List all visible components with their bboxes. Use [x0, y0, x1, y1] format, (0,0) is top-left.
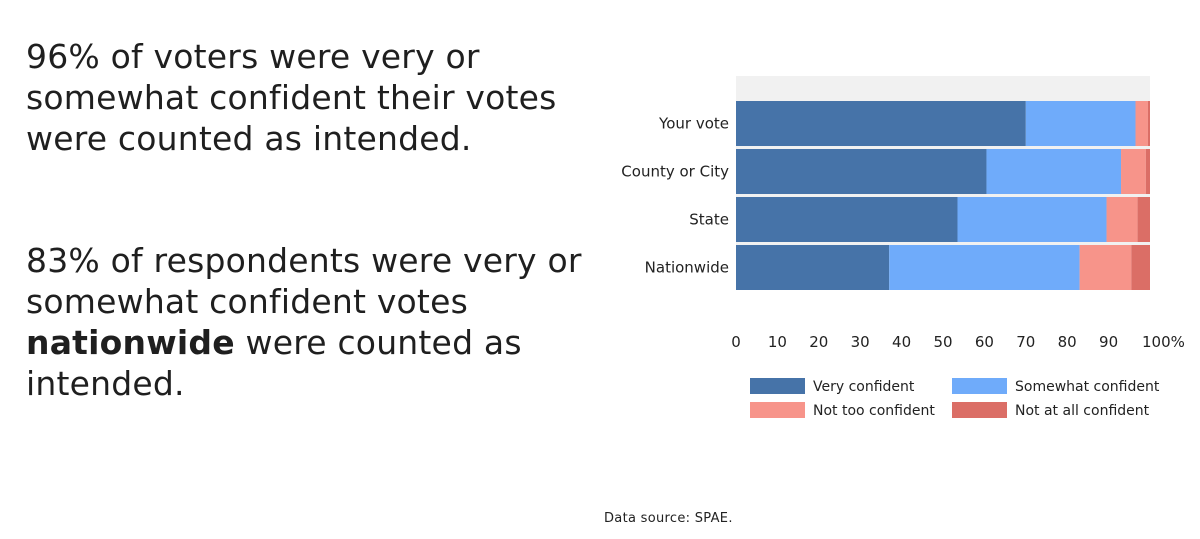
- bar-nationwide-not-at-all-confident: [1131, 245, 1150, 290]
- category-label: Your vote: [658, 115, 729, 133]
- legend-swatch: [750, 378, 805, 394]
- bar-nationwide-very-confident: [736, 245, 890, 290]
- category-label: Nationwide: [645, 259, 729, 277]
- headline2-before: 83% of respondents were very or somewhat…: [26, 241, 582, 321]
- x-tick-label: 40: [892, 333, 911, 351]
- bar-county-or-city-somewhat-confident: [986, 149, 1122, 194]
- headline-nationwide-confidence: 83% of respondents were very or somewhat…: [26, 240, 616, 404]
- legend-label: Not at all confident: [1015, 403, 1150, 419]
- bar-county-or-city-not-too-confident: [1121, 149, 1146, 194]
- bar-state-very-confident: [736, 197, 958, 242]
- legend-swatch: [750, 402, 805, 418]
- x-tick-label: 60: [975, 333, 994, 351]
- headline2-bold: nationwide: [26, 323, 235, 362]
- x-tick-label: 30: [851, 333, 870, 351]
- legend-label: Somewhat confident: [1015, 379, 1160, 395]
- bars: [736, 101, 1150, 290]
- legend-swatch: [952, 402, 1007, 418]
- legend: Very confident Somewhat confident Not too …: [750, 378, 1160, 419]
- x-tick-label: 20: [809, 333, 828, 351]
- x-tick-label: 80: [1058, 333, 1077, 351]
- legend-label: Very confident: [813, 379, 915, 395]
- x-tick-label: 10: [768, 333, 787, 351]
- bar-your-vote-somewhat-confident: [1025, 101, 1136, 146]
- bar-nationwide-not-too-confident: [1079, 245, 1132, 290]
- data-source: Data source: SPAE.: [604, 511, 733, 526]
- bar-your-vote-not-too-confident: [1135, 101, 1148, 146]
- x-tick-label: 90: [1099, 333, 1118, 351]
- x-tick-label: 0: [731, 333, 741, 351]
- bar-nationwide-somewhat-confident: [889, 245, 1080, 290]
- legend-label: Not too confident: [813, 403, 935, 419]
- x-axis-ticks: 0 10 20 30 40 50 60 70 80 90 100%: [731, 333, 1185, 351]
- bar-county-or-city-not-at-all-confident: [1145, 149, 1150, 194]
- bar-state-somewhat-confident: [957, 197, 1107, 242]
- category-label: County or City: [621, 163, 729, 181]
- legend-swatch: [952, 378, 1007, 394]
- headline2-after: were counted as intended.: [26, 323, 522, 403]
- x-tick-label: 50: [933, 333, 952, 351]
- bar-your-vote-not-at-all-confident: [1147, 101, 1150, 146]
- x-tick-label: 70: [1016, 333, 1035, 351]
- headline-voters-confidence: 96% of voters were very or somewhat conf…: [26, 37, 557, 158]
- bar-state-not-at-all-confident: [1137, 197, 1150, 242]
- category-labels: Your vote County or City State Nationwide: [621, 115, 729, 277]
- category-label: State: [689, 211, 729, 229]
- bar-county-or-city-very-confident: [736, 149, 987, 194]
- bar-state-not-too-confident: [1106, 197, 1138, 242]
- x-tick-label: 100%: [1142, 333, 1185, 351]
- bar-your-vote-very-confident: [736, 101, 1026, 146]
